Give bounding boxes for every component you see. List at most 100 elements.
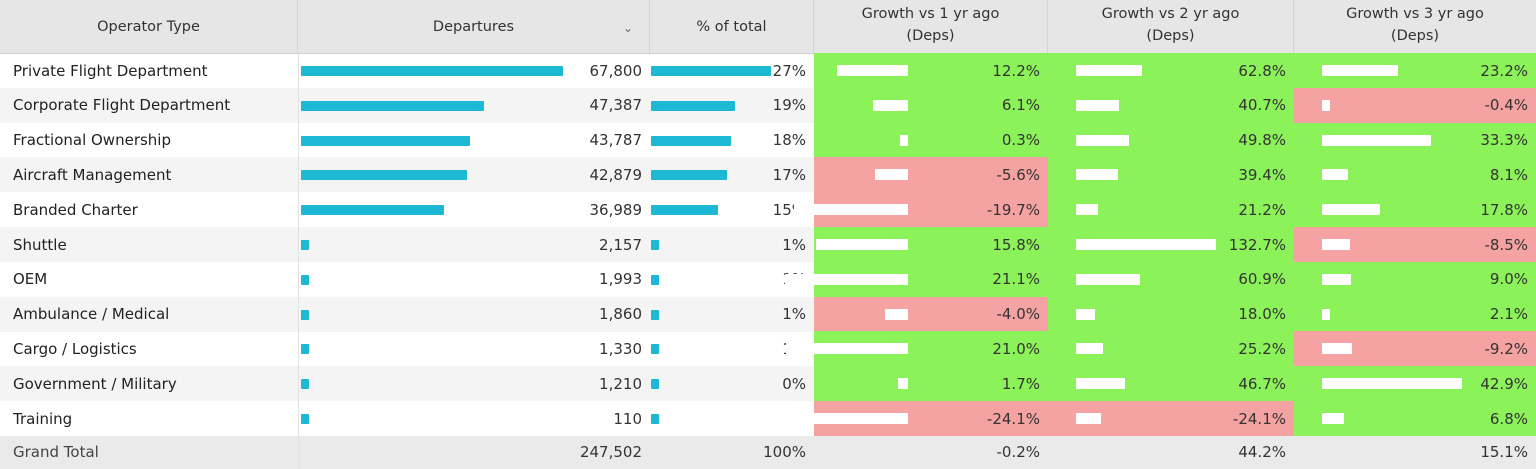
header-operator-type[interactable]: Operator Type: [0, 0, 298, 53]
header-growth-3yr-label: Growth vs 3 yr ago: [1346, 6, 1484, 22]
growth-2yr-cell: 21.2%: [1048, 192, 1294, 228]
growth-2yr-bar: [1076, 239, 1216, 250]
growth-2yr-value: 25.2%: [1238, 339, 1286, 358]
operator-type-label: Branded Charter: [13, 200, 138, 219]
growth-1yr-cell: -5.6%: [814, 157, 1048, 193]
header-pct-of-total[interactable]: % of total: [650, 0, 814, 53]
growth-2yr-value: 60.9%: [1238, 270, 1286, 289]
pct-of-total-bar: [651, 274, 659, 285]
growth-1yr-value: 12.2%: [992, 61, 1040, 80]
pct-of-total-bar: [651, 205, 718, 216]
growth-2yr-bar: [1076, 204, 1099, 216]
growth-1yr-value: 21.0%: [992, 339, 1040, 358]
growth-1yr-value: -5.6%: [996, 165, 1040, 184]
chevron-down-icon[interactable]: ⌄: [622, 21, 633, 35]
pct-of-total-value: 18%: [772, 131, 806, 150]
growth-3yr-cell: -9.2%: [1294, 331, 1536, 367]
table-row[interactable]: Corporate Flight Department 47,387 19% 6.1%…: [0, 87, 1536, 123]
header-operator-type-label: Operator Type: [97, 18, 200, 35]
operator-type-cell: Training: [0, 401, 298, 436]
grand-total-label: Grand Total: [0, 436, 298, 469]
departures-bar: [301, 414, 309, 424]
table-row[interactable]: Government / Military 1,210 0% 1.7% 46.7% 42.…: [0, 366, 1536, 402]
operator-type-label: Cargo / Logistics: [13, 339, 137, 358]
departures-bar: [301, 379, 309, 390]
departures-value: 1,993: [599, 270, 642, 289]
header-growth-2yr[interactable]: Growth vs 2 yr ago (Deps): [1048, 0, 1294, 53]
growth-3yr-bar: [1322, 308, 1330, 320]
table-row[interactable]: Ambulance / Medical 1,860 1% -4.0% 18.0% 2.1%: [0, 296, 1536, 332]
table-row[interactable]: Private Flight Department 67,800 27% 12.2% 6…: [0, 53, 1536, 88]
growth-1yr-bar: [872, 99, 908, 111]
growth-2yr-cell: 132.7%: [1048, 227, 1294, 262]
growth-3yr-value: -0.4%: [1484, 96, 1528, 115]
pct-of-total-value: 17%: [772, 165, 806, 184]
growth-1yr-bar: [898, 378, 908, 390]
growth-1yr-value: -4.0%: [996, 305, 1040, 324]
header-growth-2yr-sub: (Deps): [1146, 28, 1195, 44]
growth-1yr-cell: 21.0%: [786, 331, 1048, 367]
growth-3yr-value: 6.8%: [1489, 409, 1528, 428]
growth-2yr-cell: 62.8%: [1048, 53, 1294, 88]
table-row[interactable]: Aircraft Management 42,879 17% -5.6% 39.4% 8.…: [0, 157, 1536, 193]
grand-total-growth-3yr: 15.1%: [1480, 443, 1528, 462]
departures-cell: 47,387: [298, 87, 650, 123]
header-growth-1yr-text: Growth vs 1 yr ago (Deps): [862, 3, 1000, 47]
pct-of-total-cell: 1%: [650, 297, 814, 332]
growth-1yr-value: 1.7%: [1001, 374, 1040, 393]
pct-of-total-cell: 0%: [650, 366, 814, 401]
growth-1yr-cell: 12.2%: [814, 53, 1048, 88]
header-departures[interactable]: Departures ⌄: [298, 0, 650, 53]
growth-3yr-bar: [1322, 343, 1353, 355]
growth-3yr-bar: [1322, 273, 1352, 285]
growth-1yr-bar: [785, 273, 908, 285]
growth-2yr-value: 40.7%: [1238, 96, 1286, 115]
grand-total-growth-2yr-cell: 44.2%: [1048, 436, 1294, 469]
pct-of-total-value: 19%: [772, 96, 806, 115]
pct-of-total-cell: 19%: [650, 88, 814, 123]
growth-1yr-bar: [793, 204, 908, 216]
growth-3yr-value: 8.1%: [1489, 165, 1528, 184]
growth-3yr-value: 23.2%: [1480, 61, 1528, 80]
growth-2yr-value: 21.2%: [1238, 200, 1286, 219]
departures-bar: [301, 100, 485, 111]
grand-total-growth-1yr: -0.2%: [996, 443, 1040, 462]
growth-2yr-value: 132.7%: [1228, 235, 1286, 254]
growth-3yr-cell: 8.1%: [1294, 157, 1536, 193]
header-growth-2yr-text: Growth vs 2 yr ago (Deps): [1102, 3, 1240, 47]
pct-of-total-bar: [651, 309, 659, 320]
growth-3yr-value: 9.0%: [1489, 270, 1528, 289]
pct-of-total-value: 1%: [782, 305, 806, 324]
growth-1yr-value: 21.1%: [992, 270, 1040, 289]
growth-2yr-cell: 49.8%: [1048, 122, 1294, 158]
growth-3yr-value: -8.5%: [1484, 235, 1528, 254]
table-row[interactable]: Branded Charter 36,989 15% -19.7% 21.2% 17.8%: [0, 192, 1536, 228]
growth-2yr-bar: [1076, 308, 1095, 320]
operator-type-label: Government / Military: [13, 374, 177, 393]
header-growth-3yr[interactable]: Growth vs 3 yr ago (Deps): [1294, 0, 1536, 53]
departures-cell: 42,879: [298, 157, 650, 193]
growth-1yr-bar: [900, 134, 908, 146]
growth-1yr-cell: 15.8%: [814, 227, 1048, 262]
departures-cell: 1,993: [298, 261, 650, 297]
pct-of-total-cell: 27%: [650, 53, 814, 88]
pct-of-total-value: 1%: [782, 235, 806, 254]
growth-2yr-value: -24.1%: [1232, 409, 1286, 428]
growth-2yr-cell: -24.1%: [1048, 401, 1294, 436]
departures-cell: 67,800: [298, 53, 650, 88]
table-row[interactable]: Fractional Ownership 43,787 18% 0.3% 49.8% 33…: [0, 122, 1536, 158]
growth-2yr-value: 18.0%: [1238, 305, 1286, 324]
table-row[interactable]: Training1100%-24.1%-24.1%6.8%: [0, 401, 1536, 436]
departures-value: 2,157: [599, 235, 642, 254]
departures-cell: 1,330: [298, 331, 650, 367]
header-growth-1yr[interactable]: Growth vs 1 yr ago (Deps): [814, 0, 1048, 53]
departures-value: 1,210: [599, 374, 642, 393]
header-growth-3yr-sub: (Deps): [1390, 28, 1440, 44]
growth-1yr-bar: [837, 65, 908, 76]
growth-2yr-bar: [1076, 169, 1118, 181]
grand-total-growth-1yr-cell: -0.2%: [814, 436, 1048, 469]
table-row[interactable]: Shuttle 2,157 1% 15.8% 132.7% -8.5%: [0, 227, 1536, 262]
